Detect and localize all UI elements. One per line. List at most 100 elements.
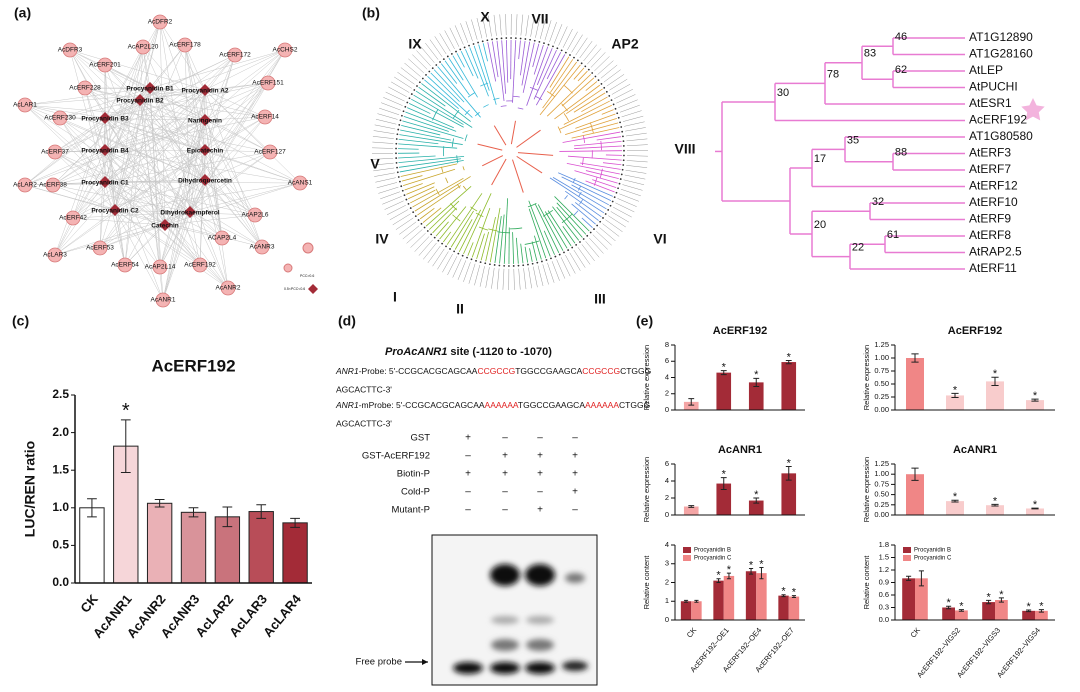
tree-branch bbox=[575, 113, 616, 129]
tree-tip bbox=[623, 149, 625, 152]
tree-leaf-label bbox=[616, 94, 636, 104]
edge bbox=[54, 89, 206, 153]
tree-tip bbox=[450, 53, 453, 55]
error-bar bbox=[688, 398, 695, 406]
tree-leaf-label bbox=[374, 124, 396, 130]
tree-tip bbox=[498, 264, 501, 267]
tree-branch bbox=[581, 217, 593, 229]
sign: + bbox=[502, 451, 508, 462]
tree-tip bbox=[519, 37, 522, 40]
x-tick-label: AcERF192–VIGS3 bbox=[955, 626, 1002, 680]
edge bbox=[162, 211, 191, 301]
tree-branch bbox=[559, 150, 622, 152]
tree-branch bbox=[489, 207, 501, 263]
tree-leaf-label bbox=[493, 14, 497, 36]
error-bar bbox=[256, 504, 267, 519]
tree-branch bbox=[419, 207, 435, 220]
tree-branch bbox=[535, 95, 543, 101]
tree-tip bbox=[622, 135, 624, 138]
tree-branch bbox=[557, 126, 562, 134]
tree-branch bbox=[491, 41, 499, 78]
error-bar bbox=[991, 503, 999, 507]
tree-tip bbox=[623, 154, 625, 157]
significance-marker: * bbox=[716, 570, 721, 582]
gene-node bbox=[92, 240, 108, 256]
chart-title: AcERF192 bbox=[713, 325, 767, 337]
probe-segment: -Probe: 5'-CCGCACGCAGCAA bbox=[359, 366, 478, 376]
tree-tip bbox=[407, 202, 410, 205]
tree-branch bbox=[532, 43, 540, 68]
tree-branch bbox=[602, 162, 622, 166]
bar bbox=[756, 573, 767, 620]
tree-leaf-label bbox=[372, 147, 394, 149]
edge bbox=[189, 151, 271, 213]
edge bbox=[124, 224, 166, 266]
edge bbox=[204, 149, 301, 184]
legend-node bbox=[283, 263, 293, 273]
gene-label: AcERF172 bbox=[219, 52, 251, 59]
significance-marker: * bbox=[953, 491, 958, 503]
bar bbox=[982, 602, 995, 620]
edge bbox=[204, 151, 271, 181]
tree-tip bbox=[589, 231, 592, 234]
sign: – bbox=[502, 433, 508, 444]
tree-branch bbox=[471, 208, 491, 258]
tree-leaf-label bbox=[602, 223, 620, 237]
edge bbox=[164, 82, 269, 226]
tree-leaf-label bbox=[389, 209, 409, 221]
bar bbox=[713, 580, 724, 620]
edge bbox=[69, 49, 106, 183]
gene-node bbox=[260, 75, 276, 91]
tree-tip bbox=[396, 166, 398, 169]
tree-tip bbox=[395, 157, 398, 159]
tree-leaf-label bbox=[427, 245, 441, 264]
edge bbox=[204, 149, 271, 153]
gene-node bbox=[227, 47, 243, 63]
tree-leaf-label bbox=[626, 165, 648, 168]
error-bar bbox=[781, 594, 786, 598]
tree-tip bbox=[463, 46, 466, 49]
tree-branch bbox=[439, 206, 467, 240]
tree-branch bbox=[399, 159, 464, 173]
edge bbox=[164, 151, 271, 226]
compound-node bbox=[199, 84, 211, 96]
tree-branch bbox=[573, 67, 585, 80]
bar bbox=[778, 595, 789, 620]
tree-tip bbox=[398, 124, 401, 126]
tree-tip bbox=[395, 152, 397, 155]
tree-branch bbox=[577, 70, 588, 82]
edge bbox=[204, 119, 256, 216]
gene-label: AcERF151 bbox=[252, 80, 284, 87]
tree-branch bbox=[401, 175, 423, 182]
tree-branch bbox=[399, 134, 463, 145]
y-tick-label: 0.00 bbox=[874, 510, 889, 519]
x-tick-label: AcERF192–VIGS2 bbox=[915, 626, 962, 680]
tree-tip bbox=[426, 230, 429, 232]
tree-tip bbox=[580, 62, 583, 65]
sign: – bbox=[537, 433, 543, 444]
y-tick-label: 4 bbox=[665, 476, 669, 485]
tree-tip bbox=[477, 41, 479, 44]
row-label: Mutant-P bbox=[391, 505, 430, 516]
compound-node bbox=[199, 114, 211, 126]
edge bbox=[72, 149, 206, 219]
tree-leaf-label bbox=[378, 186, 399, 194]
edge bbox=[164, 119, 206, 226]
compound-label: Procyanidin C1 bbox=[81, 180, 129, 187]
tree-leaf-label bbox=[402, 225, 420, 240]
tree-leaf-label bbox=[562, 28, 573, 48]
tree-tip bbox=[405, 198, 408, 201]
x-tick-label: CK bbox=[908, 626, 922, 640]
edge bbox=[142, 46, 206, 121]
edge bbox=[104, 149, 229, 289]
significance-marker: * bbox=[953, 384, 958, 396]
significance-marker: * bbox=[792, 587, 797, 599]
edge bbox=[104, 21, 161, 119]
tree-leaf-label bbox=[620, 188, 641, 197]
tree-branch bbox=[454, 219, 473, 250]
tree-branch bbox=[499, 214, 505, 264]
tree-tip bbox=[612, 103, 615, 106]
tree-branch bbox=[524, 246, 529, 263]
tree-leaf-label bbox=[623, 179, 645, 186]
compound-label: Procyanidin B2 bbox=[116, 98, 164, 105]
